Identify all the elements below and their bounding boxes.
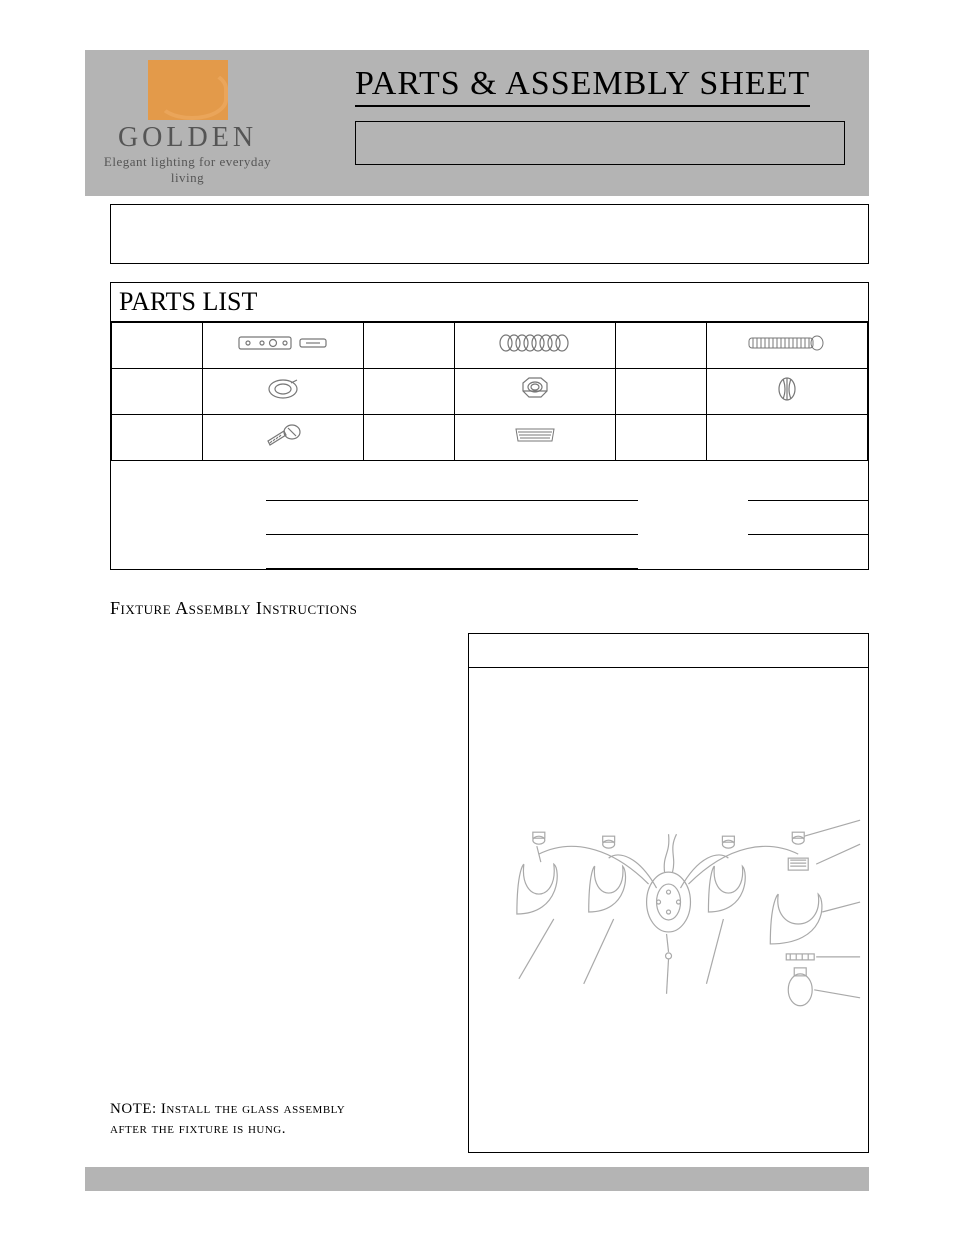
brand-logo-mark [148, 60, 228, 120]
blank-row [136, 501, 868, 535]
diagram-title-band [469, 634, 868, 668]
parts-table [111, 322, 868, 461]
parts-list: PARTS LIST [110, 282, 869, 570]
document-title: PARTS & ASSEMBLY SHEET [355, 65, 810, 107]
brand-tagline: Elegant lighting for everyday living [95, 154, 280, 186]
part-label-cell [615, 323, 706, 369]
table-row [112, 415, 868, 461]
socket-ring-icon [512, 424, 558, 451]
footer-band [85, 1167, 869, 1191]
lock-washer-icon [266, 376, 300, 407]
threaded-nipple-icon [747, 334, 827, 357]
fixture-diagram [469, 764, 868, 1064]
ball-finial-icon [775, 375, 799, 408]
brand-name: GOLDEN [95, 122, 280, 154]
part-image-cell [202, 415, 363, 461]
mounting-screw-icon [264, 421, 302, 454]
part-label-cell [112, 323, 203, 369]
page: GOLDEN Elegant lighting for everyday liv… [0, 0, 954, 1231]
sku-box [355, 121, 845, 165]
lower-section: NOTE: Install the glass assembly after t… [110, 633, 869, 1153]
part-label-cell [112, 369, 203, 415]
part-label-cell [363, 415, 454, 461]
part-label-cell [615, 415, 706, 461]
blank-row [136, 535, 868, 569]
part-image-cell [706, 323, 867, 369]
part-image-cell [202, 323, 363, 369]
part-image-cell [706, 369, 867, 415]
header-band: GOLDEN Elegant lighting for everyday liv… [85, 50, 869, 196]
note-line: after the fixture is hung. [110, 1119, 450, 1139]
part-label-cell [112, 415, 203, 461]
part-label-cell [363, 369, 454, 415]
spring-icon [498, 332, 572, 359]
diagram-box [468, 633, 869, 1153]
part-image-cell [454, 323, 615, 369]
assembly-heading: Fixture Assembly Instructions [110, 598, 869, 619]
part-label-cell [615, 369, 706, 415]
instructions-column: NOTE: Install the glass assembly after t… [110, 633, 450, 1153]
parts-list-title: PARTS LIST [111, 283, 868, 322]
title-block: PARTS & ASSEMBLY SHEET [285, 50, 869, 165]
part-image-cell [454, 415, 615, 461]
description-box [110, 204, 869, 264]
note-line: NOTE: Install the glass assembly [110, 1099, 450, 1119]
blank-lines [136, 467, 868, 569]
hex-nut-icon [515, 375, 555, 408]
part-image-cell [706, 415, 867, 461]
table-row [112, 323, 868, 369]
blank-row [136, 467, 868, 501]
brand-logo-block: GOLDEN Elegant lighting for everyday liv… [85, 50, 285, 186]
mounting-bar-icon [238, 332, 328, 359]
part-image-cell [454, 369, 615, 415]
part-image-cell [202, 369, 363, 415]
table-row [112, 369, 868, 415]
part-label-cell [363, 323, 454, 369]
